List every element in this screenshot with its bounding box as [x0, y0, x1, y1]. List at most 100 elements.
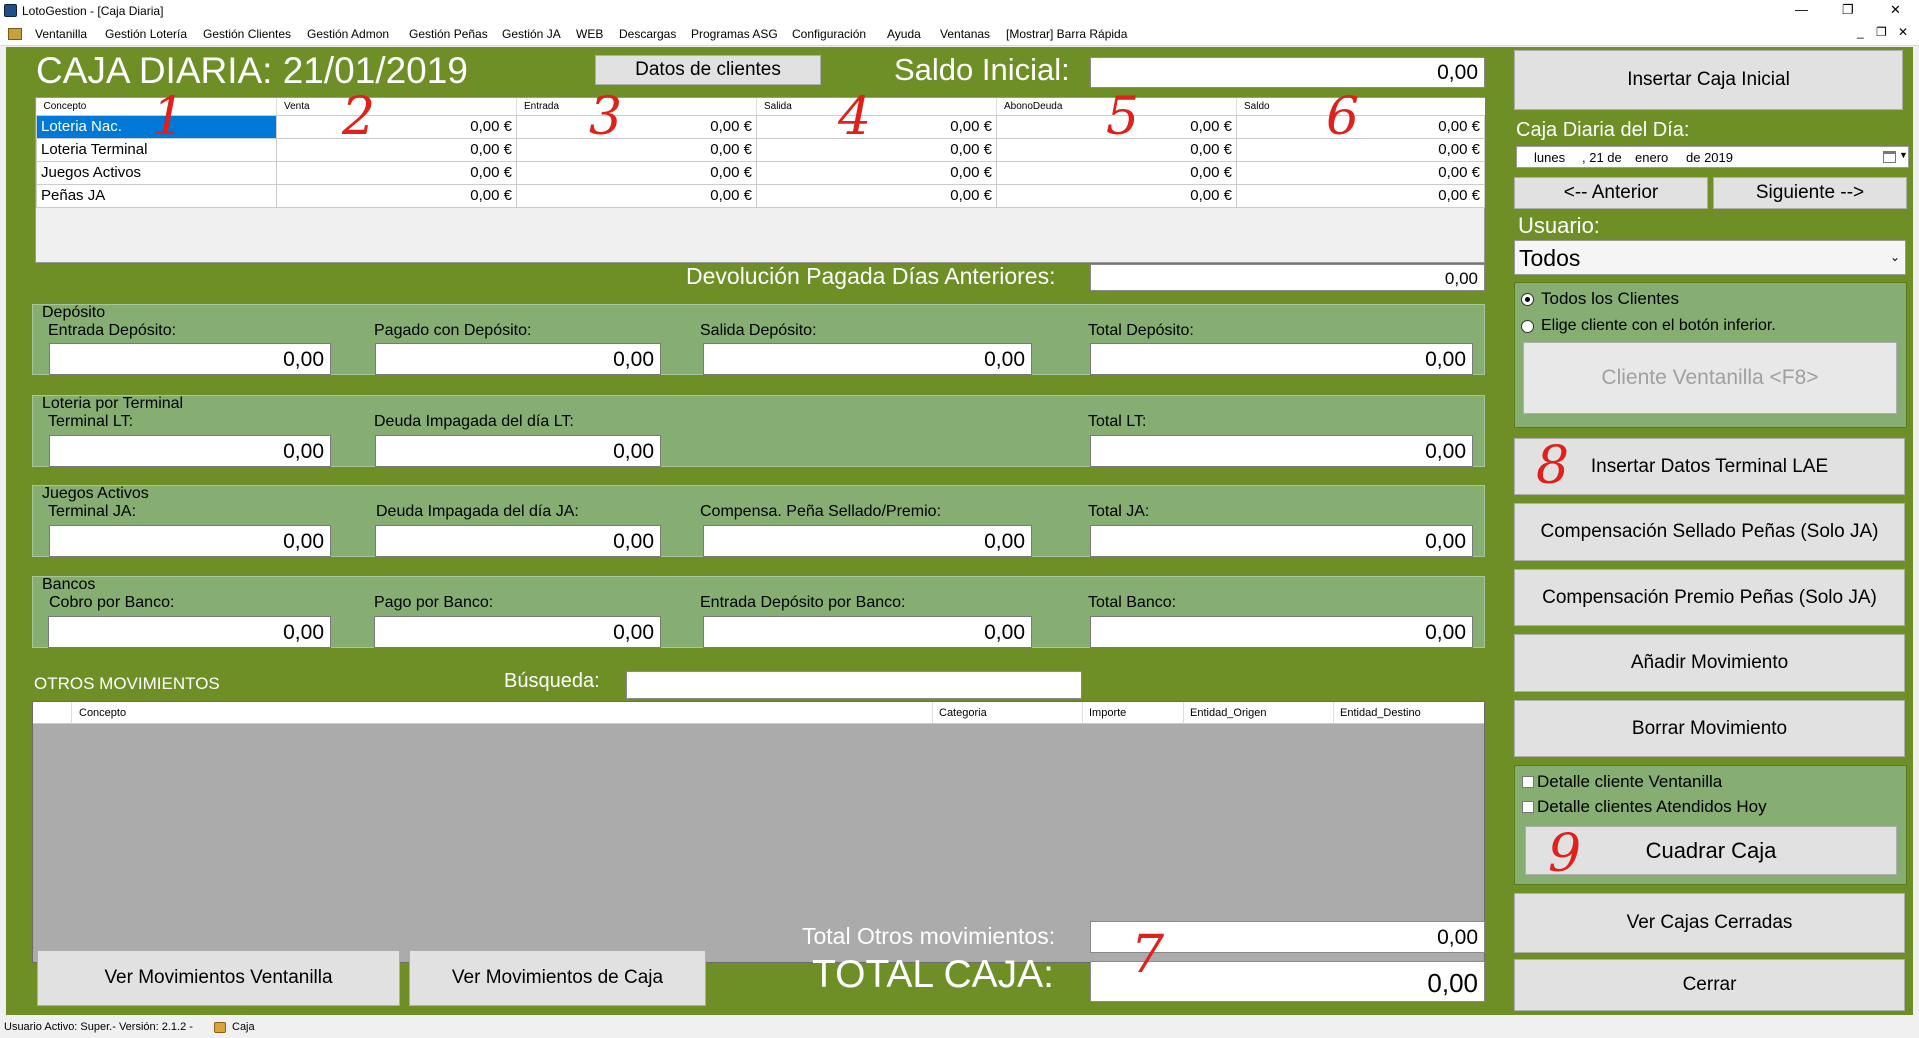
grid-header-salida[interactable]: Salida	[756, 98, 997, 116]
insertar-caja-inicial-button[interactable]: Insertar Caja Inicial	[1514, 50, 1903, 110]
grid-cell[interactable]: 0,00 €	[276, 114, 517, 139]
devolucion-field[interactable]: 0,00	[1090, 264, 1485, 291]
close-button[interactable]: ✕	[1890, 2, 1901, 17]
grid-cell-concepto[interactable]: Loteria Nac.	[36, 114, 277, 139]
total-deposito-field[interactable]: 0,00	[1090, 343, 1473, 375]
grid-cell[interactable]: 0,00 €	[1236, 160, 1485, 185]
grid-cell[interactable]: 0,00 €	[756, 114, 997, 139]
menu-gestion-clientes[interactable]: Gestión Clientes	[203, 27, 292, 41]
menu-ayuda[interactable]: Ayuda	[887, 27, 921, 41]
otros-header-categoria[interactable]: Categoria	[939, 707, 987, 719]
checkbox-detalle-ventanilla-label[interactable]: Detalle cliente Ventanilla	[1537, 772, 1723, 791]
otros-header-entidad-destino[interactable]: Entidad_Destino	[1340, 707, 1421, 719]
grid-cell[interactable]: 0,00 €	[1236, 114, 1485, 139]
mdi-minimize-button[interactable]: _	[1857, 25, 1864, 39]
salida-deposito-field[interactable]: 0,00	[703, 343, 1032, 375]
date-picker[interactable]: lunes , 21 de enero de 2019 ▼	[1516, 146, 1909, 168]
date-day[interactable]: , 21 de	[1582, 150, 1622, 165]
checkbox-detalle-atendidos-label[interactable]: Detalle clientes Atendidos Hoy	[1537, 797, 1767, 816]
anterior-button[interactable]: <-- Anterior	[1514, 177, 1708, 209]
menu-descargas[interactable]: Descargas	[619, 27, 677, 41]
menu-barra-rapida[interactable]: [Mostrar] Barra Rápida	[1006, 27, 1128, 41]
grid-cell[interactable]: 0,00 €	[516, 114, 757, 139]
menu-ventanilla[interactable]: Ventanilla	[35, 27, 88, 41]
menu-web[interactable]: WEB	[576, 27, 604, 41]
grid-cell[interactable]: 0,00 €	[996, 137, 1237, 162]
grid-cell[interactable]: 0,00 €	[756, 137, 997, 162]
total-otros-field[interactable]: 0,00	[1090, 921, 1485, 953]
grid-cell[interactable]: 0,00 €	[276, 137, 517, 162]
menu-configuracion[interactable]: Configuración	[792, 27, 867, 41]
insertar-datos-terminal-lae-button[interactable]: Insertar Datos Terminal LAE	[1514, 438, 1905, 495]
grid-header-saldo[interactable]: Saldo	[1236, 98, 1485, 116]
grid-cell[interactable]: 0,00 €	[1236, 183, 1485, 208]
total-lt-field[interactable]: 0,00	[1090, 435, 1473, 467]
saldo-inicial-field[interactable]: 0,00	[1090, 57, 1485, 88]
grid-header-venta[interactable]: Venta	[276, 98, 517, 116]
total-banco-field[interactable]: 0,00	[1090, 616, 1473, 648]
terminal-ja-field[interactable]: 0,00	[49, 525, 331, 557]
chevron-down-icon[interactable]: ⌄	[1890, 250, 1901, 264]
grid-row[interactable]: Peñas JA 0,00 € 0,00 € 0,00 € 0,00 € 0,0…	[36, 183, 1485, 208]
menu-ventanas[interactable]: Ventanas	[940, 27, 991, 41]
total-ja-field[interactable]: 0,00	[1090, 525, 1473, 557]
grid-cell[interactable]: 0,00 €	[516, 183, 757, 208]
mdi-close-button[interactable]: ✕	[1898, 25, 1909, 39]
grid-cell[interactable]: 0,00 €	[276, 183, 517, 208]
date-year[interactable]: de 2019	[1686, 150, 1733, 165]
mdi-app-icon[interactable]	[8, 28, 22, 40]
grid-header-entrada[interactable]: Entrada	[516, 98, 757, 116]
grid-cell[interactable]: 0,00 €	[756, 183, 997, 208]
radio-elige-label[interactable]: Elige cliente con el botón inferior.	[1541, 317, 1776, 334]
menu-gestion-admon[interactable]: Gestión Admon	[307, 27, 390, 41]
pagado-deposito-field[interactable]: 0,00	[375, 343, 661, 375]
radio-todos-label[interactable]: Todos los Clientes	[1541, 289, 1679, 308]
ver-movimientos-caja-button[interactable]: Ver Movimientos de Caja	[409, 950, 706, 1006]
grid-cell[interactable]: 0,00 €	[516, 160, 757, 185]
maximize-button[interactable]: ❐	[1842, 2, 1854, 17]
chevron-down-icon[interactable]: ▼	[1899, 150, 1908, 160]
terminal-lt-field[interactable]: 0,00	[49, 435, 331, 467]
entrada-deposito-banco-field[interactable]: 0,00	[703, 616, 1032, 648]
grid-cell[interactable]: 0,00 €	[276, 160, 517, 185]
date-weekday[interactable]: lunes	[1534, 150, 1566, 165]
compensa-pena-field[interactable]: 0,00	[703, 525, 1032, 557]
cuadrar-caja-button[interactable]: Cuadrar Caja	[1525, 826, 1897, 875]
cerrar-button[interactable]: Cerrar	[1514, 959, 1905, 1011]
radio-todos[interactable]	[1521, 293, 1534, 306]
checkbox-detalle-ventanilla[interactable]	[1522, 776, 1534, 788]
ver-movimientos-ventanilla-button[interactable]: Ver Movimientos Ventanilla	[37, 950, 400, 1006]
grid-row[interactable]: Loteria Terminal 0,00 € 0,00 € 0,00 € 0,…	[36, 137, 1485, 162]
menu-programas-asg[interactable]: Programas ASG	[691, 27, 778, 41]
deuda-lt-field[interactable]: 0,00	[375, 435, 661, 467]
grid-cell[interactable]: 0,00 €	[996, 160, 1237, 185]
cliente-ventanilla-button[interactable]: Cliente Ventanilla <F8>	[1523, 342, 1897, 414]
otros-header-entidad-origen[interactable]: Entidad_Origen	[1190, 707, 1267, 719]
compensacion-premio-button[interactable]: Compensación Premio Peñas (Solo JA)	[1514, 569, 1905, 626]
grid-cell-concepto[interactable]: Juegos Activos	[36, 160, 277, 185]
borrar-movimiento-button[interactable]: Borrar Movimiento	[1514, 700, 1905, 757]
cobro-banco-field[interactable]: 0,00	[48, 616, 331, 648]
usuario-select[interactable]: Todos ⌄	[1514, 240, 1906, 275]
grid-cell[interactable]: 0,00 €	[516, 137, 757, 162]
usuario-select-value[interactable]: Todos	[1519, 245, 1581, 271]
grid-cell[interactable]: 0,00 €	[996, 183, 1237, 208]
busqueda-input[interactable]	[626, 671, 1082, 699]
datos-clientes-button[interactable]: Datos de clientes	[595, 55, 821, 85]
grid-cell[interactable]: 0,00 €	[756, 160, 997, 185]
radio-elige[interactable]	[1521, 320, 1534, 333]
checkbox-detalle-atendidos[interactable]	[1522, 801, 1534, 813]
anadir-movimiento-button[interactable]: Añadir Movimiento	[1514, 634, 1905, 692]
mdi-restore-button[interactable]: ❐	[1876, 25, 1887, 39]
grid-cell-concepto[interactable]: Loteria Terminal	[36, 137, 277, 162]
pago-banco-field[interactable]: 0,00	[374, 616, 661, 648]
menu-gestion-loteria[interactable]: Gestión Lotería	[105, 27, 188, 41]
siguiente-button[interactable]: Siguiente -->	[1713, 177, 1907, 209]
minimize-button[interactable]: —	[1795, 2, 1808, 17]
compensacion-sellado-button[interactable]: Compensación Sellado Peñas (Solo JA)	[1514, 503, 1905, 561]
date-month[interactable]: enero	[1635, 150, 1669, 165]
total-caja-field[interactable]: 0,00	[1090, 961, 1485, 1002]
entrada-deposito-field[interactable]: 0,00	[49, 343, 331, 375]
menu-gestion-penas[interactable]: Gestión Peñas	[409, 27, 488, 41]
grid-row[interactable]: Loteria Nac. 0,00 € 0,00 € 0,00 € 0,00 €…	[36, 114, 1485, 139]
